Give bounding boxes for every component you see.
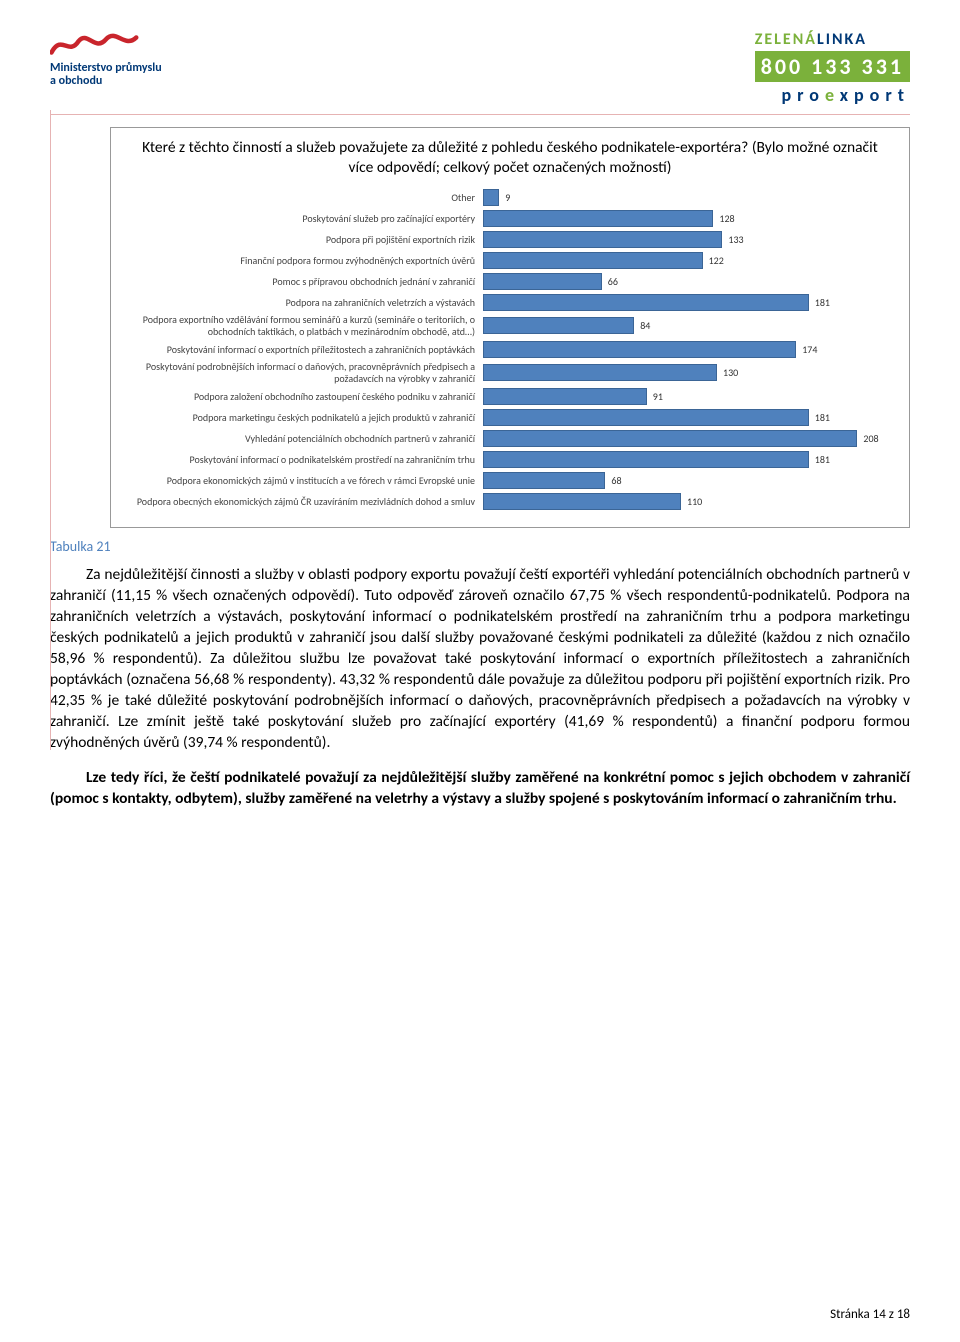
chart-bar-zone: 174	[483, 340, 897, 358]
chart-bar	[483, 252, 703, 269]
chart-row: Other 9	[123, 188, 897, 206]
chart-row-label: Other	[123, 192, 483, 204]
chart-value-label: 181	[815, 453, 830, 466]
chart-value-label: 128	[719, 212, 734, 225]
chart-row: Poskytování služeb pro začínající export…	[123, 209, 897, 227]
chart-row: Pomoc s přípravou obchodních jednání v z…	[123, 272, 897, 290]
table-reference: Tabulka 21	[50, 538, 910, 555]
chart-value-label: 181	[815, 411, 830, 424]
chart-value-label: 91	[653, 390, 663, 403]
chart-row: Poskytování informací o podnikatelském p…	[123, 450, 897, 468]
chart-row: Podpora při pojištění exportních rizik 13…	[123, 230, 897, 248]
chart-bar-zone: 181	[483, 408, 897, 426]
chart-container: Které z těchto činností a služeb považuj…	[110, 127, 910, 528]
chart-bar	[483, 210, 713, 227]
chart-value-label: 66	[608, 275, 618, 288]
chart-row-label: Pomoc s přípravou obchodních jednání v z…	[123, 276, 483, 288]
chart-bar-zone: 110	[483, 492, 897, 510]
chart-bar-zone: 68	[483, 471, 897, 489]
chart-bar-zone: 66	[483, 272, 897, 290]
proexport-label: proexport	[755, 84, 910, 106]
chart-row-label: Poskytování informací o podnikatelském p…	[123, 454, 483, 466]
chart-value-label: 208	[863, 432, 878, 445]
phone-number: 800 133 331	[755, 51, 910, 82]
chart-bar-zone: 128	[483, 209, 897, 227]
chart-row: Podpora obecných ekonomických zájmů ČR u…	[123, 492, 897, 510]
chart-row-label: Vyhledání potenciálních obchodních partn…	[123, 433, 483, 445]
chart-row-label: Poskytování služeb pro začínající export…	[123, 213, 483, 225]
chart-row-label: Podpora na zahraničních veletrzích a výs…	[123, 297, 483, 309]
chart-bar	[483, 451, 809, 468]
chart-row: Podpora na zahraničních veletrzích a výs…	[123, 293, 897, 311]
chart-row: Podpora ekonomických zájmů v institucích…	[123, 471, 897, 489]
chart-value-label: 133	[728, 233, 743, 246]
paragraph-1: Za nejdůležitější činnosti a služby v ob…	[50, 565, 910, 753]
logo-ministry: Ministerstvo průmyslu a obchodu	[50, 30, 162, 88]
chart-value-label: 174	[802, 343, 817, 356]
chart-bar	[483, 317, 634, 334]
chart-bar-zone: 9	[483, 188, 897, 206]
logo-proexport: ZELENÁLINKA 800 133 331 proexport	[755, 30, 910, 106]
chart-bar-zone: 133	[483, 230, 897, 248]
chart-bar-zone: 208	[483, 429, 897, 447]
chart-bar	[483, 364, 717, 381]
chart-bar	[483, 472, 605, 489]
page-footer: Stránka 14 z 18	[830, 1307, 910, 1322]
page-header: Ministerstvo průmyslu a obchodu ZELENÁLI…	[50, 30, 910, 106]
chart-row: Podpora marketingu českých podnikatelů a…	[123, 408, 897, 426]
ministry-line2: a obchodu	[50, 75, 162, 88]
chart-row-label: Podpora exportního vzdělávání formou sem…	[123, 314, 483, 337]
chart-row-label: Podpora při pojištění exportních rizik	[123, 234, 483, 246]
chart-title: Které z těchto činností a služeb považuj…	[123, 138, 897, 178]
chart-row: Poskytování informací o exportních příle…	[123, 340, 897, 358]
chart-value-label: 122	[709, 254, 724, 267]
chart-bar	[483, 493, 681, 510]
chart-row: Podpora založení obchodního zastoupení č…	[123, 387, 897, 405]
mpo-squiggle-icon	[50, 30, 140, 60]
chart-row: Vyhledání potenciálních obchodních partn…	[123, 429, 897, 447]
chart-row: Finanční podpora formou zvýhodněných exp…	[123, 251, 897, 269]
chart-row-label: Poskytování informací o exportních příle…	[123, 344, 483, 356]
chart-value-label: 84	[640, 319, 650, 332]
chart-value-label: 68	[611, 474, 621, 487]
chart-row-label: Podpora založení obchodního zastoupení č…	[123, 391, 483, 403]
chart-bar	[483, 388, 647, 405]
chart-bar	[483, 273, 602, 290]
left-accent-rule	[50, 110, 51, 750]
chart-body: Other 9 Poskytování služeb pro začínající …	[123, 188, 897, 510]
chart-bar	[483, 430, 857, 447]
zelena-linka-label: ZELENÁLINKA	[755, 30, 910, 49]
chart-row-label: Podpora ekonomických zájmů v institucích…	[123, 475, 483, 487]
chart-bar	[483, 231, 722, 248]
chart-row-label: Podpora marketingu českých podnikatelů a…	[123, 412, 483, 424]
chart-bar-zone: 91	[483, 387, 897, 405]
header-rule	[50, 114, 910, 115]
chart-bar-zone: 181	[483, 450, 897, 468]
chart-bar-zone: 122	[483, 251, 897, 269]
chart-bar	[483, 341, 796, 358]
paragraph-2: Lze tedy říci, že čeští podnikatelé pova…	[50, 768, 910, 810]
chart-bar-zone: 181	[483, 293, 897, 311]
chart-row-label: Podpora obecných ekonomických zájmů ČR u…	[123, 496, 483, 508]
chart-bar-zone: 84	[483, 317, 897, 335]
chart-row-label: Finanční podpora formou zvýhodněných exp…	[123, 255, 483, 267]
chart-value-label: 110	[687, 495, 702, 508]
chart-bar	[483, 189, 499, 206]
chart-value-label: 181	[815, 296, 830, 309]
chart-row: Podpora exportního vzdělávání formou sem…	[123, 314, 897, 337]
chart-value-label: 9	[505, 191, 510, 204]
chart-row-label: Poskytování podrobnějších informací o da…	[123, 361, 483, 384]
chart-bar-zone: 130	[483, 364, 897, 382]
chart-bar	[483, 294, 809, 311]
chart-bar	[483, 409, 809, 426]
chart-value-label: 130	[723, 366, 738, 379]
chart-row: Poskytování podrobnějších informací o da…	[123, 361, 897, 384]
